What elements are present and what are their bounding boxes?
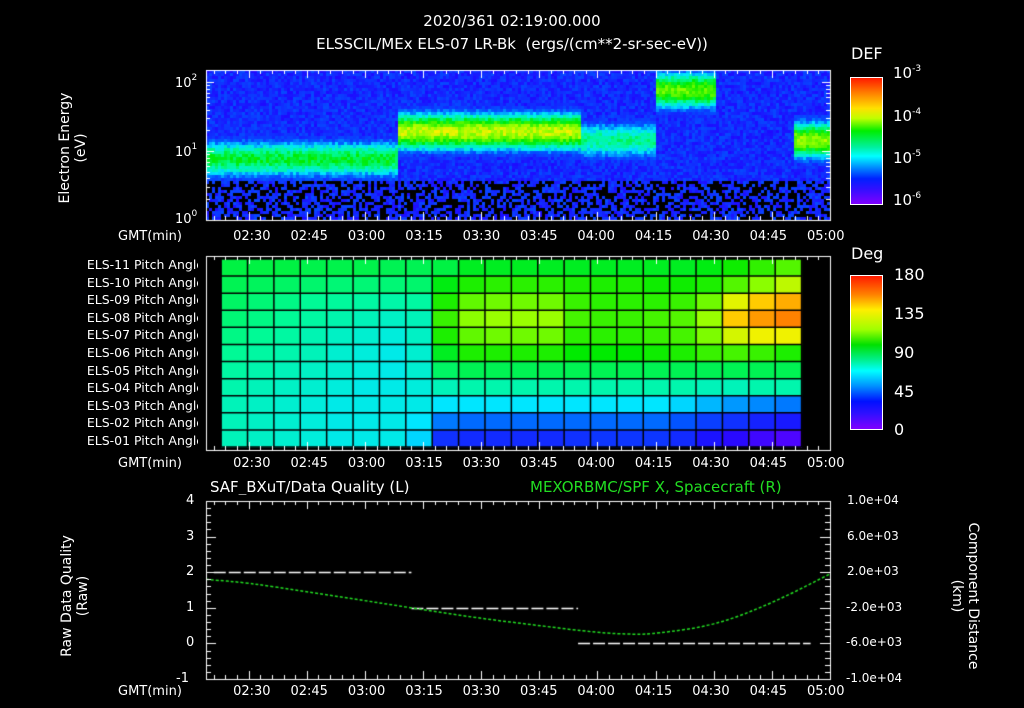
xtick-label: 04:45: [749, 229, 788, 244]
xtick-label: 04:00: [577, 229, 615, 244]
xtick-label: 03:45: [520, 456, 558, 471]
xtick-label: 02:30: [233, 456, 271, 471]
deg-tick-180: 180: [894, 265, 925, 284]
right-ytick-label: 1.0e+04: [847, 493, 899, 507]
xtick-label: 04:00: [577, 456, 615, 471]
xtick-label: 02:45: [290, 229, 328, 244]
xtick-label: 03:00: [347, 229, 386, 244]
panel3-right-ylabel-line2: (km): [949, 579, 965, 613]
quality-and-distance-plot: [198, 495, 838, 685]
xtick-label: 04:45: [749, 456, 788, 471]
xtick-label: 03:30: [462, 684, 501, 699]
pitch-angle-row-labels: ELS-11 Pitch Angle ELS-10 Pitch Angle ELS-…: [40, 256, 204, 450]
def-colorbar-title: DEF: [851, 44, 883, 63]
pitch-angle-row-label: ELS-05 Pitch Angle: [86, 362, 204, 378]
panel3-left-ylabel: Raw Data Quality (Raw): [59, 506, 91, 686]
deg-tick-0: 0: [894, 420, 905, 439]
def-tick-1e-4: 10-4: [893, 107, 922, 125]
pitch-angle-row-label: ELS-01 Pitch Angle: [86, 432, 204, 448]
panel2-xticks: 02:30 02:45 03:00 03:15 03:30 03:45 04:00 04:15…: [0, 456, 1024, 474]
pitch-angle-row-label: ELS-04 Pitch Angle: [86, 380, 204, 396]
left-ytick-label: 3: [186, 528, 195, 544]
panel2-xlabel: GMT(min): [118, 456, 182, 471]
xtick-label: 04:30: [692, 229, 730, 244]
deg-colorbar-title: Deg: [851, 244, 884, 263]
def-tick-1e-6: 10-6: [893, 191, 922, 209]
pitch-angle-row-label: ELS-02 Pitch Angle: [86, 415, 204, 431]
pitch-angle-row-label: ELS-10 Pitch Angle: [86, 274, 204, 290]
xtick-label: 05:00: [807, 229, 845, 244]
left-ytick-label: 0: [186, 635, 195, 651]
left-ytick-label: -1: [176, 671, 189, 686]
right-ytick-label: -1.0e+04: [846, 671, 903, 685]
panel1-ylabel: Electron Energy (eV): [57, 63, 89, 233]
xtick-label: 04:15: [634, 684, 673, 699]
panel3-xlabel: GMT(min): [118, 684, 182, 699]
xtick-label: 04:30: [692, 684, 730, 699]
xtick-label: 03:45: [520, 229, 558, 244]
xtick-label: 03:00: [347, 456, 386, 471]
xtick-label: 03:00: [347, 684, 386, 699]
xtick-label: 03:30: [462, 229, 501, 244]
xtick-label: 04:15: [634, 456, 673, 471]
xtick-label: 02:45: [290, 456, 328, 471]
left-ytick-label: 2: [186, 564, 195, 580]
pitch-angle-row-label: ELS-08 Pitch Angle: [86, 309, 204, 325]
def-tick-1e-5: 10-5: [893, 149, 922, 167]
panel3-right-ylabel: Component Distance (km): [949, 501, 981, 691]
xtick-label: 04:30: [692, 456, 730, 471]
xtick-label: 05:00: [807, 684, 845, 699]
pitch-angle-row-label: ELS-11 Pitch Angle: [86, 257, 204, 272]
panel3-right-title: MEXORBMC/SPF X, Spacecraft (R): [530, 478, 782, 496]
right-ytick-label: 6.0e+03: [847, 528, 899, 543]
pitch-angle-row-label: ELS-03 Pitch Angle: [86, 397, 204, 413]
xtick-label: 04:15: [634, 229, 673, 244]
pitch-angle-row-label: ELS-09 Pitch Angle: [86, 292, 204, 308]
plot-timestamp: 2020/361 02:19:00.000: [423, 12, 601, 30]
pitch-angle-heatmap: [198, 252, 838, 452]
panel1-xticks: 02:30 02:45 03:00 03:15 03:30 03:45 04:00 04:15…: [0, 229, 1024, 247]
panel3-left-ylabel-line1: Raw Data Quality: [59, 535, 75, 657]
xtick-label: 02:45: [290, 684, 328, 699]
panel3-left-ylabel-line2: (Raw): [75, 575, 91, 617]
xtick-label: 03:15: [405, 229, 443, 244]
energy-spectrogram-axes: [198, 66, 838, 226]
deg-colorbar: [850, 275, 883, 430]
panel1-ytick-10: 101: [175, 142, 198, 160]
xtick-label: 02:30: [233, 684, 271, 699]
xtick-label: 04:00: [577, 684, 615, 699]
xtick-label: 02:30: [233, 229, 271, 244]
panel3-left-title: SAF_BXuT/Data Quality (L): [210, 478, 410, 496]
xtick-label: 04:45: [749, 684, 788, 699]
panel1-ylabel-line2: (eV): [73, 133, 89, 163]
panel1-ytick-100: 102: [175, 73, 198, 91]
right-ytick-label: 2.0e+03: [847, 564, 899, 579]
xtick-label: 03:30: [462, 456, 501, 471]
right-ytick-label: -6.0e+03: [846, 635, 903, 650]
panel1-ylabel-line1: Electron Energy: [57, 92, 73, 204]
xtick-label: 03:45: [520, 684, 558, 699]
deg-tick-135: 135: [894, 304, 925, 323]
panel3-xticks: 02:30 02:45 03:00 03:15 03:30 03:45 04:00 04:15…: [0, 684, 1024, 702]
def-colorbar: [850, 77, 883, 205]
deg-tick-45: 45: [894, 382, 915, 401]
deg-tick-90: 90: [894, 343, 915, 362]
pitch-angle-row-label: ELS-06 Pitch Angle: [86, 344, 204, 360]
def-tick-1e-3: 10-3: [893, 64, 922, 82]
xtick-label: 05:00: [807, 456, 845, 471]
right-ytick-label: -2.0e+03: [846, 599, 903, 614]
panel1-ytick-1: 100: [175, 209, 198, 227]
xtick-label: 03:15: [405, 684, 443, 699]
panel3-right-ylabel-line1: Component Distance: [965, 522, 981, 670]
pitch-angle-row-label: ELS-07 Pitch Angle: [86, 327, 204, 343]
xtick-label: 03:15: [405, 456, 443, 471]
left-ytick-label: 1: [186, 599, 195, 615]
left-ytick-label: 4: [186, 493, 195, 508]
plot-subtitle: ELSSCIL/MEx ELS-07 LR-Bk (ergs/(cm**2-sr…: [316, 35, 708, 53]
panel1-xlabel: GMT(min): [118, 229, 182, 244]
